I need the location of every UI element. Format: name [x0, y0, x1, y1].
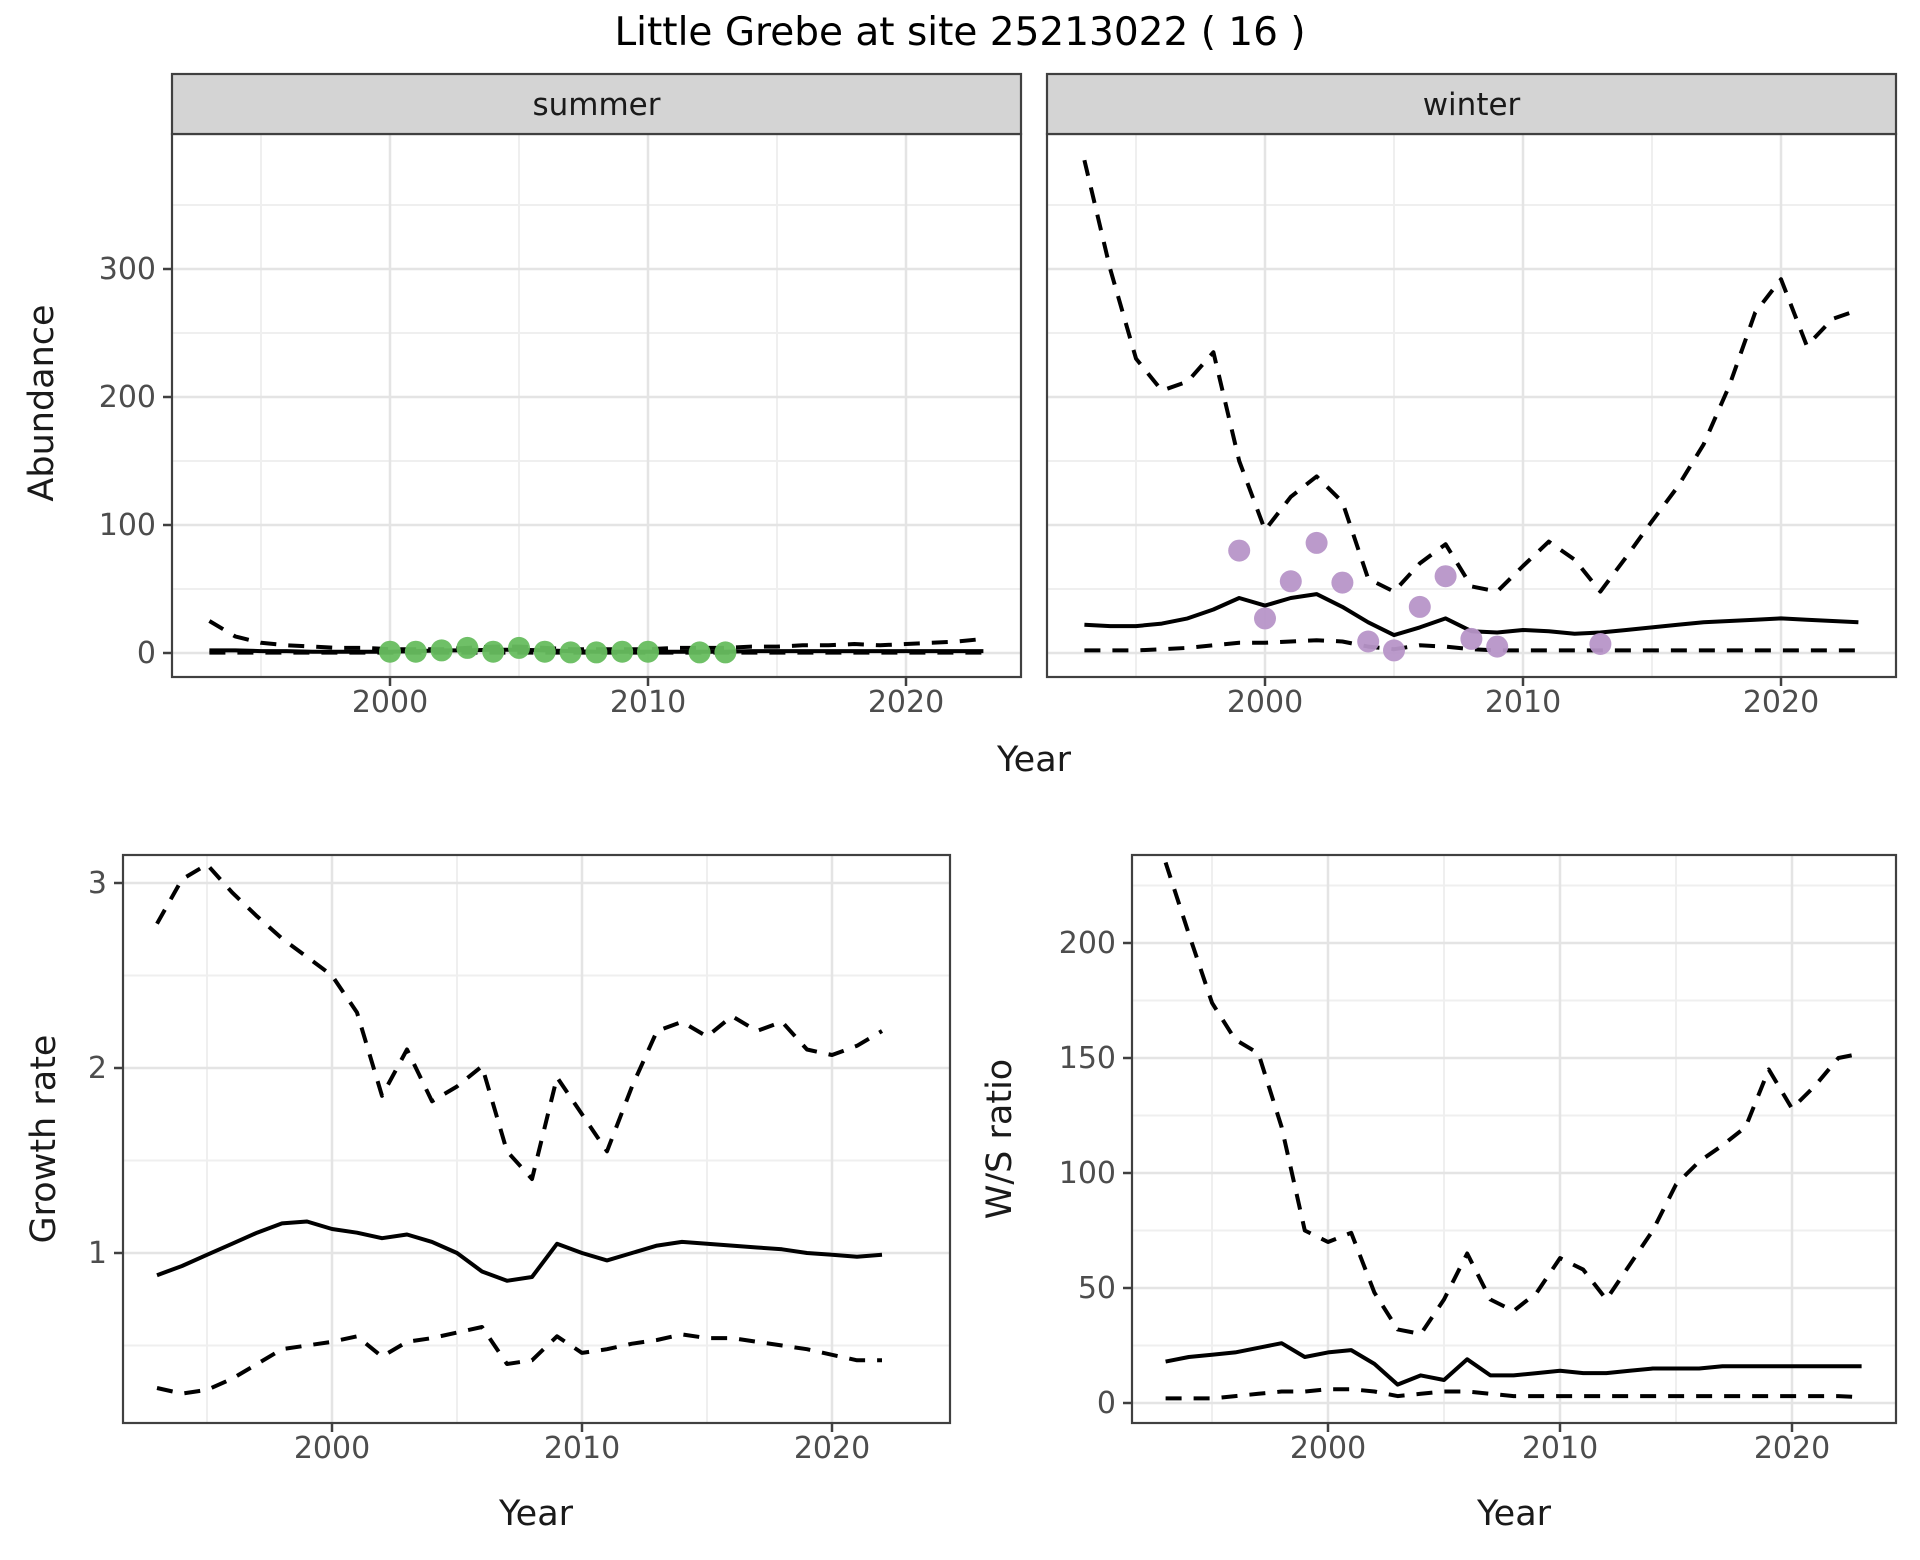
fit-line: [156, 1219, 883, 1283]
y-tick-label: 3: [88, 866, 107, 901]
panel-background: [172, 134, 1021, 677]
y-axis-title-growth-rate: Growth rate: [24, 1034, 64, 1244]
y-tick-label: 0: [137, 636, 156, 671]
observation-point: [1279, 570, 1302, 593]
observation-point: [482, 640, 505, 663]
x-tick-label: 2000: [1290, 1431, 1366, 1466]
observation-point: [404, 640, 427, 663]
x-tick-label: 2010: [610, 685, 686, 720]
x-tick-label: 2020: [868, 685, 944, 720]
observation-point: [1486, 635, 1509, 658]
facet-strip-summer: [170, 72, 1023, 136]
x-tick-label: 2020: [1754, 1431, 1830, 1466]
x-axis-title-year-growth: Year: [498, 1494, 574, 1534]
y-tick-label: 150: [1059, 1041, 1116, 1076]
x-tick-label: 2000: [1227, 685, 1303, 720]
upper-ci-line: [155, 862, 884, 1181]
upper-ci-line: [1163, 861, 1862, 1336]
observation-point: [1460, 627, 1483, 650]
observation-point: [611, 640, 634, 663]
observation-point: [714, 641, 737, 664]
x-tick-label: 2020: [1743, 685, 1819, 720]
observation-point: [1408, 595, 1431, 618]
fit-line: [1165, 1341, 1862, 1387]
facet-strip-winter: [1045, 72, 1898, 136]
x-tick-label: 2010: [1485, 685, 1561, 720]
observation-point: [456, 636, 479, 659]
facet-strip-label: winter: [1423, 87, 1521, 123]
y-axis-title-ws-ratio: W/S ratio: [980, 1058, 1020, 1220]
observation-point: [1305, 531, 1328, 554]
observation-point: [637, 640, 659, 663]
panel-growth-rate: 2000 2010 2020 1 2 3: [88, 853, 952, 1466]
observation-point: [508, 636, 530, 659]
x-axis-title-year-ws: Year: [1476, 1494, 1552, 1534]
y-tick-label: 300: [99, 252, 156, 287]
panel-ws-ratio: 2000 2010 2020 0 50 100 150 200: [1059, 853, 1898, 1466]
y-tick-label: 1: [88, 1236, 107, 1271]
panel-background: [1047, 134, 1896, 677]
lower-ci-line: [1084, 638, 1859, 653]
lower-ci-line: [156, 1325, 882, 1396]
panel-border: [121, 853, 952, 1425]
observation-point: [1357, 630, 1380, 653]
panel-background: [123, 855, 950, 1423]
observation-point: [1331, 571, 1354, 594]
observation-point: [1383, 639, 1405, 662]
chart-title: Little Grebe at site 25213022 ( 16 ): [614, 10, 1306, 55]
panel-abundance-winter: winter 2000 2010 2020: [1045, 72, 1898, 720]
y-tick-label: 0: [1097, 1386, 1116, 1421]
y-tick-label: 200: [99, 380, 156, 415]
y-tick-label: 50: [1078, 1271, 1116, 1306]
observation-point: [1589, 633, 1612, 655]
panel-border: [1130, 853, 1898, 1425]
panel-background: [1132, 855, 1896, 1423]
y-axis-title-abundance: Abundance: [22, 304, 62, 502]
y-tick-label: 100: [1059, 1156, 1116, 1191]
observation-point: [430, 639, 453, 662]
observation-point: [379, 640, 401, 663]
x-tick-label: 2010: [544, 1431, 620, 1466]
observation-point: [559, 641, 582, 664]
observation-point: [1254, 607, 1276, 630]
y-tick-label: 100: [99, 508, 156, 543]
y-tick-label: 2: [88, 1051, 107, 1086]
facet-strip-label: summer: [532, 87, 660, 123]
observation-point: [585, 641, 608, 664]
x-tick-label: 2020: [794, 1431, 870, 1466]
x-tick-label: 2000: [352, 685, 428, 720]
upper-ci-line: [1082, 159, 1860, 594]
x-axis-title-year-top: Year: [996, 740, 1072, 780]
x-tick-label: 2000: [294, 1431, 370, 1466]
lower-ci-line: [1165, 1387, 1862, 1401]
panel-abundance-summer: summer 2000 2010 2020 0 100 200 300: [99, 72, 1023, 720]
observation-point: [688, 641, 711, 664]
observation-point: [1228, 539, 1251, 562]
observation-point: [1434, 565, 1457, 588]
x-tick-label: 2010: [1522, 1431, 1598, 1466]
y-tick-label: 200: [1059, 926, 1116, 961]
observation-point: [533, 640, 556, 663]
